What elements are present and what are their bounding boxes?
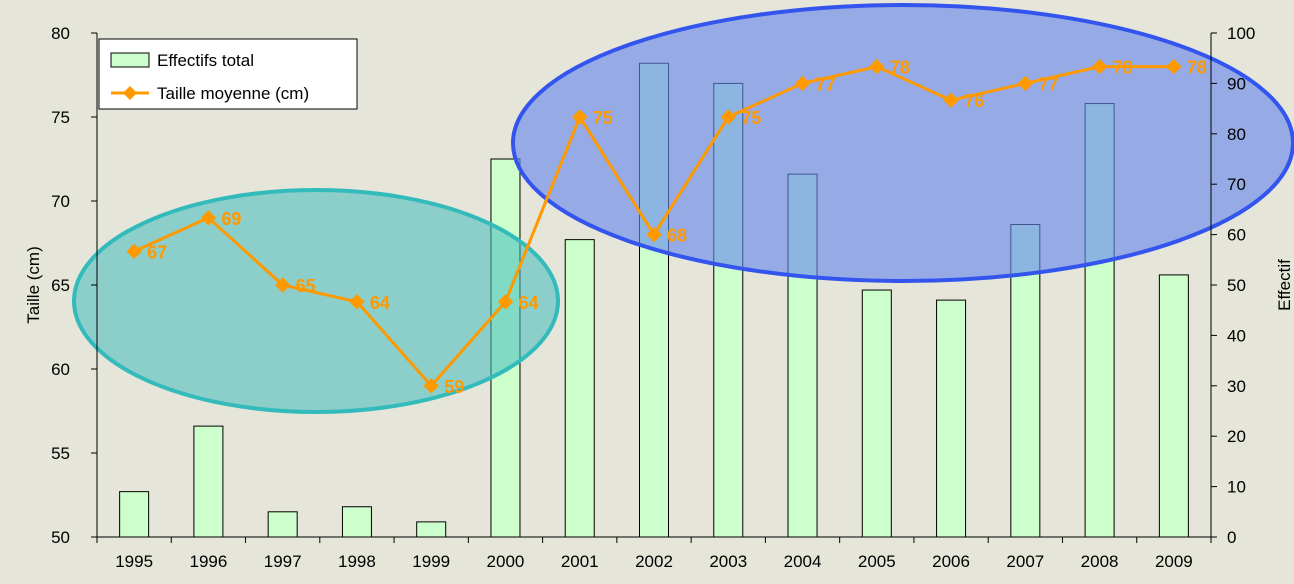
- data-label: 75: [593, 108, 613, 128]
- y-tick-label-left: 75: [51, 108, 70, 127]
- data-label: 78: [1187, 58, 1207, 78]
- y-tick-label-right: 80: [1227, 125, 1246, 144]
- bar: [193, 425, 224, 538]
- x-tick-label: 2009: [1155, 552, 1193, 571]
- y-tick-label-right: 50: [1227, 276, 1246, 295]
- x-tick-label: 2006: [932, 552, 970, 571]
- data-label: 77: [816, 74, 836, 94]
- y-axis-left-title: Taille (cm): [24, 246, 43, 323]
- y-tick-label-right: 90: [1227, 74, 1246, 93]
- y-tick-label-left: 65: [51, 276, 70, 295]
- y-tick-label-right: 20: [1227, 427, 1246, 446]
- x-tick-label: 1995: [115, 552, 153, 571]
- line-point: [423, 378, 439, 394]
- y-tick-label-right: 40: [1227, 326, 1246, 345]
- line-point: [794, 75, 811, 92]
- bar: [341, 506, 372, 538]
- line-point: [869, 58, 885, 75]
- line-point: [943, 92, 959, 108]
- legend-label: Taille moyenne (cm): [157, 84, 309, 103]
- data-label: 64: [370, 293, 390, 313]
- bar: [416, 521, 447, 538]
- y-tick-label-left: 50: [51, 528, 70, 547]
- x-tick-label: 1998: [338, 552, 376, 571]
- line-point: [274, 277, 291, 293]
- y-tick-label-right: 30: [1227, 377, 1246, 396]
- data-label: 75: [741, 108, 761, 128]
- data-label: 69: [221, 209, 241, 229]
- x-tick-label: 2007: [1006, 552, 1044, 571]
- line-point: [1017, 75, 1034, 92]
- line-point: [1091, 58, 1108, 75]
- x-tick-label: 2000: [487, 552, 525, 571]
- data-label: 76: [964, 91, 984, 111]
- y-tick-label-left: 55: [51, 444, 70, 463]
- data-label: 64: [518, 293, 538, 313]
- highlight-ellipses: [72, 3, 1294, 414]
- legend-swatch-bar: [110, 52, 150, 68]
- y-tick-label-right: 60: [1227, 226, 1246, 245]
- x-tick-label: 1997: [264, 552, 302, 571]
- x-tick-label: 2002: [635, 552, 673, 571]
- line-point: [126, 243, 142, 260]
- x-tick-label: 1996: [189, 552, 227, 571]
- y-tick-label-right: 0: [1227, 528, 1236, 547]
- legend: Effectifs total Taille moyenne (cm): [98, 38, 358, 110]
- line-point: [349, 294, 365, 310]
- line-point: [1166, 58, 1182, 75]
- data-label: 65: [296, 276, 316, 296]
- x-tick-label: 2003: [709, 552, 747, 571]
- highlight-ellipse: [72, 188, 560, 414]
- bar: [564, 239, 595, 538]
- axes: 50 55 60 65 70 75 80 0 10 20 30 40 50 60 70 80 90 100 1995…: [51, 24, 1255, 571]
- data-label: 78: [1113, 58, 1133, 78]
- x-tick-label: 2004: [784, 552, 822, 571]
- bar: [936, 299, 967, 538]
- y-tick-label-left: 80: [51, 24, 70, 43]
- line-point: [720, 109, 736, 125]
- data-label: 67: [147, 242, 167, 262]
- line-series: 67 69 65 64 59 64 75 68 75 77 78 76 77 78 78: [126, 58, 1207, 397]
- y-tick-label-right: 70: [1227, 175, 1246, 194]
- x-tick-label: 2001: [561, 552, 599, 571]
- bar: [861, 289, 892, 538]
- data-label: 68: [667, 226, 687, 246]
- data-label: 77: [1038, 74, 1058, 94]
- y-axis-right-title: Effectif: [1275, 259, 1294, 311]
- x-tick-label: 2008: [1081, 552, 1119, 571]
- data-label: 59: [444, 377, 464, 397]
- bar: [267, 511, 298, 538]
- x-tick-label: 2005: [858, 552, 896, 571]
- y-tick-label-left: 60: [51, 360, 70, 379]
- data-label: 78: [890, 58, 910, 78]
- line-point: [646, 226, 662, 243]
- y-tick-label-left: 70: [51, 192, 70, 211]
- bar: [119, 491, 150, 538]
- bar: [1158, 274, 1189, 538]
- legend-box: [98, 38, 358, 110]
- x-tick-label: 1999: [412, 552, 450, 571]
- y-tick-label-right: 100: [1227, 24, 1255, 43]
- highlight-ellipse: [511, 3, 1294, 283]
- y-tick-label-right: 10: [1227, 478, 1246, 497]
- line-point: [200, 210, 217, 226]
- legend-swatch-marker: [123, 86, 137, 100]
- legend-label: Effectifs total: [157, 51, 254, 70]
- line-point: [497, 294, 514, 310]
- line-point: [572, 109, 588, 125]
